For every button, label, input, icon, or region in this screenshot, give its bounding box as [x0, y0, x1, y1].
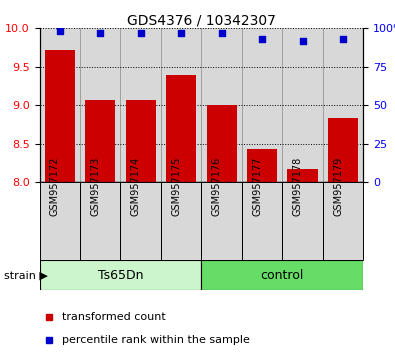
- Bar: [201, 260, 363, 290]
- Bar: [166, 75, 196, 182]
- Text: strain ▶: strain ▶: [4, 270, 48, 280]
- Bar: [40, 182, 80, 260]
- Text: control: control: [261, 269, 304, 282]
- Text: GSM957177: GSM957177: [252, 156, 262, 216]
- Point: [218, 30, 225, 36]
- Text: GSM957174: GSM957174: [131, 156, 141, 216]
- Text: percentile rank within the sample: percentile rank within the sample: [62, 335, 250, 345]
- Bar: [323, 28, 363, 182]
- Text: GSM957172: GSM957172: [50, 156, 60, 216]
- Bar: [40, 28, 80, 182]
- Bar: [120, 182, 161, 260]
- Bar: [161, 28, 201, 182]
- Title: GDS4376 / 10342307: GDS4376 / 10342307: [127, 13, 276, 27]
- Text: GSM957178: GSM957178: [293, 156, 303, 216]
- Text: GSM957173: GSM957173: [90, 156, 100, 216]
- Bar: [328, 118, 358, 182]
- Text: GSM957175: GSM957175: [171, 156, 181, 216]
- Bar: [161, 182, 201, 260]
- Text: transformed count: transformed count: [62, 312, 166, 322]
- Bar: [80, 28, 120, 182]
- Bar: [242, 28, 282, 182]
- Bar: [288, 169, 318, 182]
- Bar: [282, 182, 323, 260]
- Point: [178, 30, 184, 36]
- Text: GSM957179: GSM957179: [333, 156, 343, 216]
- Bar: [40, 260, 201, 290]
- Text: Ts65Dn: Ts65Dn: [98, 269, 143, 282]
- Bar: [45, 50, 75, 182]
- Bar: [242, 182, 282, 260]
- Bar: [247, 149, 277, 182]
- Bar: [120, 28, 161, 182]
- Text: GSM957176: GSM957176: [212, 156, 222, 216]
- Bar: [80, 182, 120, 260]
- Point: [56, 29, 63, 34]
- Bar: [282, 28, 323, 182]
- Point: [340, 36, 346, 42]
- Point: [137, 30, 144, 36]
- Bar: [207, 104, 237, 182]
- Point: [299, 38, 306, 44]
- Point: [259, 36, 265, 42]
- Bar: [85, 100, 115, 182]
- Bar: [201, 182, 242, 260]
- Bar: [323, 182, 363, 260]
- Point: [97, 30, 103, 36]
- Bar: [126, 100, 156, 182]
- Bar: [201, 28, 242, 182]
